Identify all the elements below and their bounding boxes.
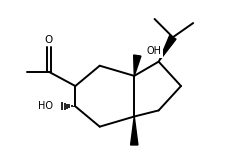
Text: O: O (45, 35, 53, 45)
Polygon shape (134, 55, 141, 76)
Text: OH: OH (147, 47, 161, 56)
Polygon shape (159, 35, 176, 62)
Text: HO: HO (38, 101, 53, 111)
Polygon shape (131, 117, 138, 145)
